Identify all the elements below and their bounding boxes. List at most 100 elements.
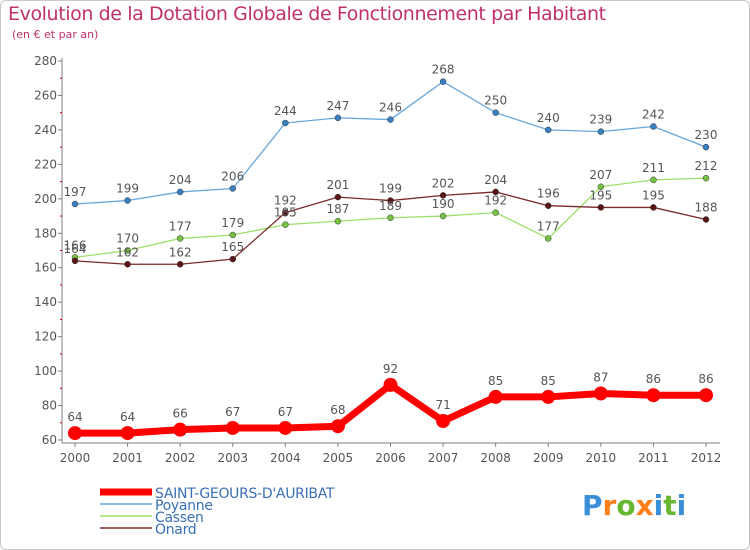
data-label: 162: [116, 245, 139, 259]
data-point: [593, 386, 608, 401]
x-tick-label: 2000: [60, 451, 91, 465]
data-label: 85: [488, 374, 503, 388]
data-point: [124, 197, 131, 204]
data-point: [387, 116, 394, 123]
data-point: [702, 143, 710, 151]
data-label: 196: [537, 187, 560, 201]
data-label: 166: [64, 238, 87, 252]
x-tick-label: 2002: [165, 451, 196, 465]
data-label: 195: [642, 188, 665, 202]
data-point: [439, 192, 447, 199]
logo-letter: o: [616, 489, 636, 522]
data-point: [176, 235, 184, 242]
data-label: 206: [221, 169, 244, 183]
data-label: 211: [642, 161, 665, 175]
data-label: 71: [435, 398, 450, 412]
data-point: [282, 221, 289, 228]
data-point: [702, 216, 710, 223]
data-label: 187: [326, 202, 349, 216]
data-label: 199: [116, 182, 139, 196]
x-tick-label: 2005: [323, 451, 354, 465]
data-point: [229, 255, 236, 263]
x-tick-label: 2004: [270, 451, 301, 465]
data-point: [702, 174, 710, 182]
data-label: 239: [589, 113, 612, 127]
data-label: 86: [646, 372, 661, 386]
data-label: 86: [698, 372, 713, 386]
data-point: [545, 202, 552, 209]
y-tick-label: 100: [34, 364, 57, 378]
data-label: 195: [589, 188, 612, 202]
data-label: 189: [379, 199, 402, 213]
y-tick-label: 280: [34, 54, 57, 68]
x-tick-label: 2009: [533, 451, 564, 465]
data-label: 230: [695, 128, 718, 142]
data-label: 87: [593, 370, 608, 384]
data-point: [282, 119, 289, 127]
data-point: [387, 214, 394, 222]
x-tick-label: 2012: [691, 451, 722, 465]
data-point: [650, 204, 657, 211]
y-tick-label: 140: [34, 295, 57, 309]
data-point: [173, 422, 188, 437]
data-label: 192: [484, 194, 507, 208]
data-label: 246: [379, 101, 402, 115]
data-point: [387, 197, 394, 204]
x-tick-label: 2006: [375, 451, 406, 465]
data-point: [541, 389, 556, 404]
x-tick-label: 2003: [217, 451, 248, 465]
data-point: [278, 420, 293, 435]
x-tick-label: 2010: [586, 451, 617, 465]
y-tick-label: 120: [34, 330, 57, 344]
data-label: 212: [695, 159, 718, 173]
data-point: [597, 183, 605, 191]
legend-label: Onard: [155, 522, 196, 538]
logo-letter: i: [676, 489, 687, 522]
data-label: 185: [274, 206, 297, 220]
data-label: 202: [432, 176, 455, 190]
data-label: 188: [695, 200, 718, 214]
legend-label: Cassen: [155, 510, 204, 526]
data-label: 177: [169, 219, 192, 233]
data-label: 177: [537, 219, 560, 233]
data-label: 268: [432, 63, 455, 77]
chart-title: Evolution de la Dotation Globale de Fonc…: [8, 3, 606, 25]
data-label: 162: [169, 245, 192, 259]
logo-letter: r: [602, 489, 617, 522]
data-point: [650, 176, 657, 184]
data-label: 204: [484, 173, 507, 187]
logo-letter: t: [663, 489, 677, 522]
y-tick-label: 220: [34, 157, 57, 171]
data-label: 204: [169, 173, 192, 187]
data-point: [229, 231, 236, 239]
data-point: [282, 209, 289, 216]
data-label: 201: [326, 178, 349, 192]
legend-label: SAINT-GEOURS-D'AURIBAT: [155, 486, 335, 502]
data-label: 179: [221, 216, 244, 230]
data-point: [646, 388, 661, 403]
data-label: 170: [116, 232, 139, 246]
data-point: [492, 188, 499, 196]
data-point: [383, 377, 398, 392]
data-label: 250: [484, 94, 507, 108]
data-label: 242: [642, 107, 665, 121]
y-tick-label: 60: [42, 433, 57, 447]
x-tick-label: 2001: [112, 451, 143, 465]
data-point: [225, 420, 240, 435]
logo-letter: P: [582, 489, 603, 522]
data-label: 64: [67, 410, 82, 424]
data-point: [488, 389, 503, 404]
data-point: [597, 204, 605, 211]
data-point: [492, 209, 499, 216]
data-label: 207: [589, 168, 612, 182]
data-point: [545, 235, 552, 242]
data-label: 68: [330, 403, 345, 417]
x-tick-label: 2011: [638, 451, 669, 465]
y-tick-label: 160: [34, 261, 57, 275]
data-point: [492, 109, 499, 116]
data-point: [124, 261, 131, 268]
data-point: [176, 261, 184, 268]
y-tick-label: 80: [42, 399, 57, 413]
data-point: [71, 200, 79, 208]
data-point: [436, 414, 451, 429]
